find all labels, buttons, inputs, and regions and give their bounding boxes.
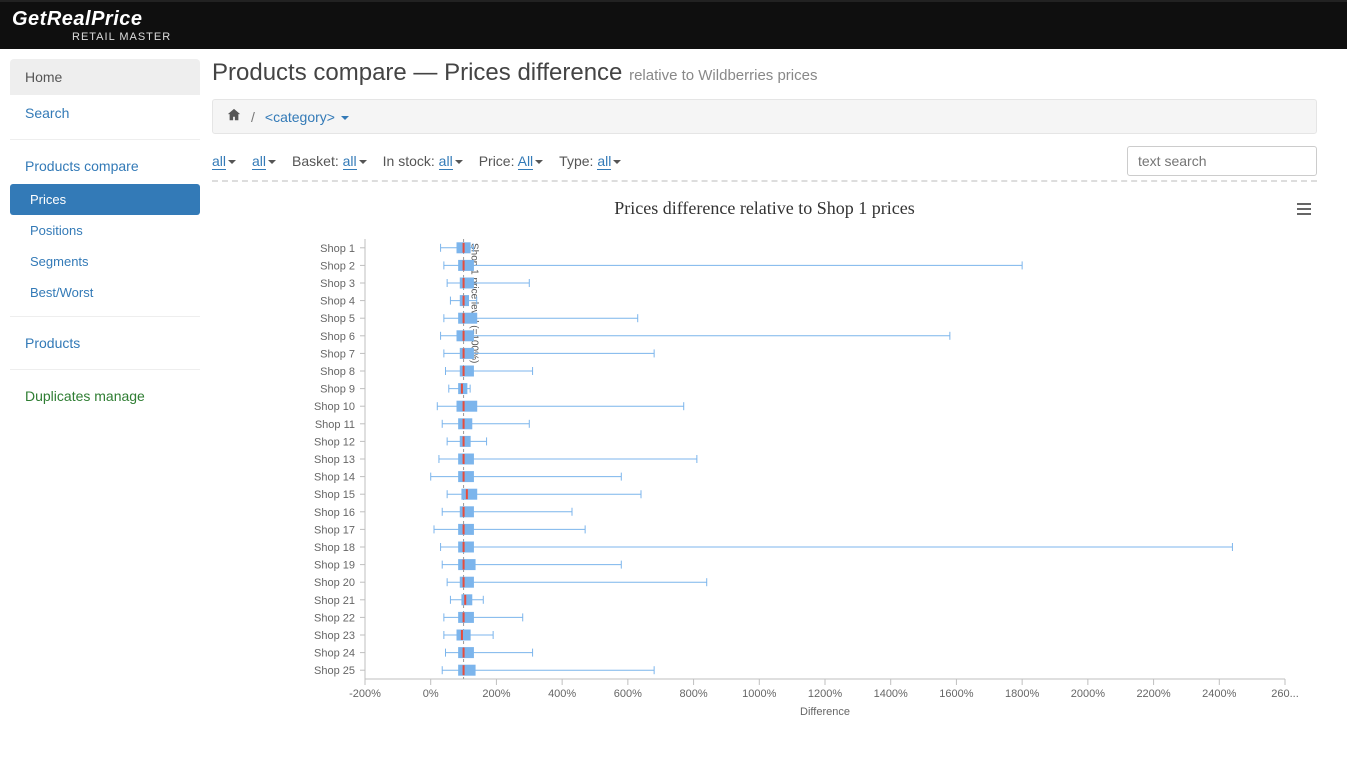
svg-text:Shop 7: Shop 7 (320, 348, 355, 360)
svg-text:Shop 12: Shop 12 (314, 436, 355, 448)
nav-search[interactable]: Search (10, 95, 200, 131)
svg-text:Shop 8: Shop 8 (320, 366, 355, 378)
svg-text:2200%: 2200% (1136, 688, 1170, 700)
filter-basket-label: Basket: (292, 153, 339, 169)
page-title-sub: relative to Wildberries prices (629, 67, 817, 84)
svg-text:2400%: 2400% (1202, 688, 1236, 700)
filter-instock[interactable]: all (439, 153, 453, 170)
svg-text:Shop 19: Shop 19 (314, 560, 355, 572)
sidebar: Home Search Products compare Prices Posi… (0, 49, 200, 749)
home-icon[interactable] (227, 108, 241, 125)
nav-products[interactable]: Products (10, 325, 200, 361)
svg-text:Shop 13: Shop 13 (314, 454, 355, 466)
svg-text:Shop 15: Shop 15 (314, 489, 355, 501)
svg-text:2000%: 2000% (1070, 688, 1104, 700)
nav-sub-bestworst[interactable]: Best/Worst (10, 277, 200, 308)
filter-type-label: Type: (559, 153, 593, 169)
svg-text:Shop 22: Shop 22 (314, 612, 355, 624)
filter-all-2[interactable]: all (252, 153, 266, 170)
svg-text:Shop 21: Shop 21 (314, 595, 355, 607)
svg-text:260...: 260... (1271, 688, 1299, 700)
svg-text:0%: 0% (422, 688, 438, 700)
svg-text:Difference: Difference (800, 706, 850, 718)
chevron-down-icon (341, 116, 349, 120)
svg-text:600%: 600% (613, 688, 641, 700)
svg-text:Shop 18: Shop 18 (314, 542, 355, 554)
svg-text:Shop 23: Shop 23 (314, 630, 355, 642)
filter-all-1[interactable]: all (212, 153, 226, 170)
nav-sub-segments[interactable]: Segments (10, 246, 200, 277)
svg-text:1800%: 1800% (1005, 688, 1039, 700)
svg-text:Shop 4: Shop 4 (320, 296, 355, 308)
svg-text:1200%: 1200% (807, 688, 841, 700)
svg-text:800%: 800% (679, 688, 707, 700)
svg-text:Shop 17: Shop 17 (314, 524, 355, 536)
nav-duplicates[interactable]: Duplicates manage (10, 378, 200, 414)
nav-products-compare[interactable]: Products compare (10, 148, 200, 184)
svg-text:Shop 25: Shop 25 (314, 665, 355, 677)
chart-menu-icon[interactable] (1297, 200, 1311, 218)
topbar: GetRealPrice RETAIL MASTER (0, 0, 1347, 49)
svg-text:Shop 11: Shop 11 (314, 419, 354, 431)
svg-text:Shop 5: Shop 5 (320, 313, 355, 325)
svg-text:Shop 2: Shop 2 (320, 260, 355, 272)
svg-text:1400%: 1400% (873, 688, 907, 700)
svg-text:Shop 6: Shop 6 (320, 331, 355, 343)
nav-sub-positions[interactable]: Positions (10, 215, 200, 246)
svg-text:Shop 24: Shop 24 (314, 648, 355, 660)
filters-row: all all Basket: all In stock: all Price:… (212, 140, 1317, 176)
svg-text:Shop 14: Shop 14 (314, 472, 355, 484)
svg-text:Shop 20: Shop 20 (314, 577, 355, 589)
svg-text:200%: 200% (482, 688, 510, 700)
nav-sub-prices[interactable]: Prices (10, 184, 200, 215)
svg-text:Shop 9: Shop 9 (320, 384, 355, 396)
svg-text:Shop 16: Shop 16 (314, 507, 355, 519)
svg-text:1000%: 1000% (742, 688, 776, 700)
search-input[interactable] (1127, 146, 1317, 176)
chart-title: Prices difference relative to Shop 1 pri… (212, 198, 1317, 219)
filter-price-label: Price: (479, 153, 515, 169)
filter-basket[interactable]: all (343, 153, 357, 170)
breadcrumb: / <category> (212, 99, 1317, 134)
page-title-main: Products compare — Prices difference (212, 59, 622, 86)
svg-text:400%: 400% (548, 688, 576, 700)
boxplot-chart: -200% 0% 200% 400% 600% 800% 1000% 1200% 1400% 16… (225, 229, 1305, 729)
svg-text:-200%: -200% (349, 688, 381, 700)
filter-instock-label: In stock: (383, 153, 435, 169)
breadcrumb-category[interactable]: <category> (265, 109, 349, 125)
chart-container: Prices difference relative to Shop 1 pri… (212, 198, 1317, 729)
brand-subtitle: RETAIL MASTER (72, 31, 1335, 43)
svg-text:1600%: 1600% (939, 688, 973, 700)
filter-price[interactable]: All (518, 153, 534, 170)
svg-text:Shop 1: Shop 1 (320, 243, 355, 255)
brand-title: GetRealPrice (12, 8, 1335, 31)
page-title: Products compare — Prices difference rel… (212, 59, 1317, 87)
svg-text:Shop 10: Shop 10 (314, 401, 355, 413)
main-content: Products compare — Prices difference rel… (200, 49, 1347, 749)
svg-text:Shop 3: Shop 3 (320, 278, 355, 290)
nav-home[interactable]: Home (10, 59, 200, 95)
filter-type[interactable]: all (597, 153, 611, 170)
